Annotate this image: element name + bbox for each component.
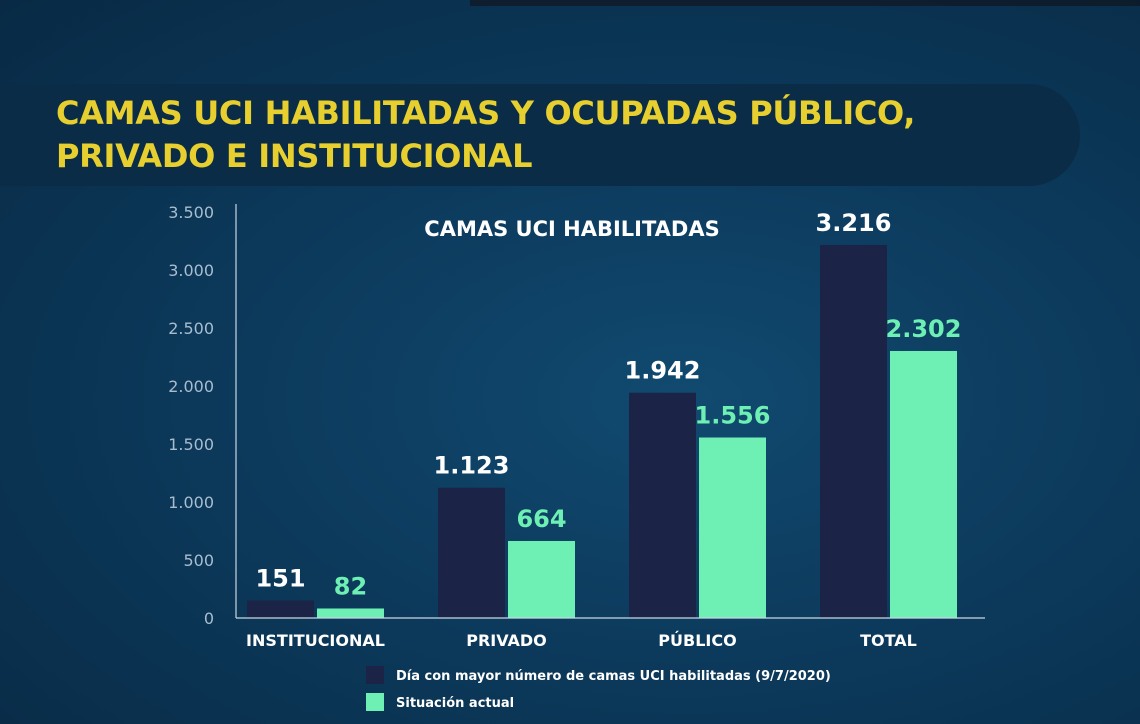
page-title-line-2: PRIVADO E INSTITUCIONAL <box>56 137 533 175</box>
x-axis: INSTITUCIONAL PRIVADO PÚBLICO TOTAL <box>236 617 985 650</box>
legend: Día con mayor número de camas UCI habili… <box>366 666 831 711</box>
x-category-label: PÚBLICO <box>658 631 736 650</box>
y-tick-label: 1.500 <box>168 435 214 454</box>
bar-current <box>317 608 384 618</box>
data-label: 151 <box>255 564 305 592</box>
title-band <box>0 84 1080 186</box>
bar-current <box>890 350 957 618</box>
y-tick-label: 3.000 <box>168 261 214 280</box>
bar-peak <box>247 600 314 618</box>
legend-entry: Situación actual <box>396 696 514 711</box>
legend-swatch <box>366 693 384 711</box>
data-label: 2.302 <box>886 315 962 343</box>
x-category-label: PRIVADO <box>466 631 547 650</box>
data-label: 3.216 <box>816 209 892 237</box>
y-tick-label: 0 <box>204 609 214 628</box>
x-category-label: TOTAL <box>860 631 917 650</box>
page-title: CAMAS UCI HABILITADAS Y OCUPADAS PÚBLICO… <box>56 92 915 178</box>
y-tick-label: 500 <box>183 551 214 570</box>
bar-peak <box>438 487 505 618</box>
chart-title: CAMAS UCI HABILITADAS <box>424 217 719 241</box>
bar-current <box>508 540 575 618</box>
data-label: 82 <box>334 572 367 600</box>
bar-peak <box>820 244 887 618</box>
legend-swatch <box>366 666 384 684</box>
y-tick-label: 2.500 <box>168 319 214 338</box>
data-label: 664 <box>516 505 566 533</box>
y-tick-label: 1.000 <box>168 493 214 512</box>
y-tick-label: 3.500 <box>168 203 214 222</box>
bar-current <box>699 437 766 618</box>
data-label: 1.123 <box>434 452 510 480</box>
y-axis: 0 500 1.000 1.500 2.000 2.500 3.000 3.500 <box>168 203 237 628</box>
top-strip <box>470 0 1140 6</box>
legend-entry: Día con mayor número de camas UCI habili… <box>396 669 831 684</box>
bar-peak <box>629 392 696 618</box>
data-label: 1.556 <box>695 402 771 430</box>
data-label: 1.942 <box>625 357 701 385</box>
bars <box>247 244 957 618</box>
y-tick-label: 2.000 <box>168 377 214 396</box>
x-category-label: INSTITUCIONAL <box>246 631 385 650</box>
page-title-line-1: CAMAS UCI HABILITADAS Y OCUPADAS PÚBLICO… <box>56 94 916 132</box>
